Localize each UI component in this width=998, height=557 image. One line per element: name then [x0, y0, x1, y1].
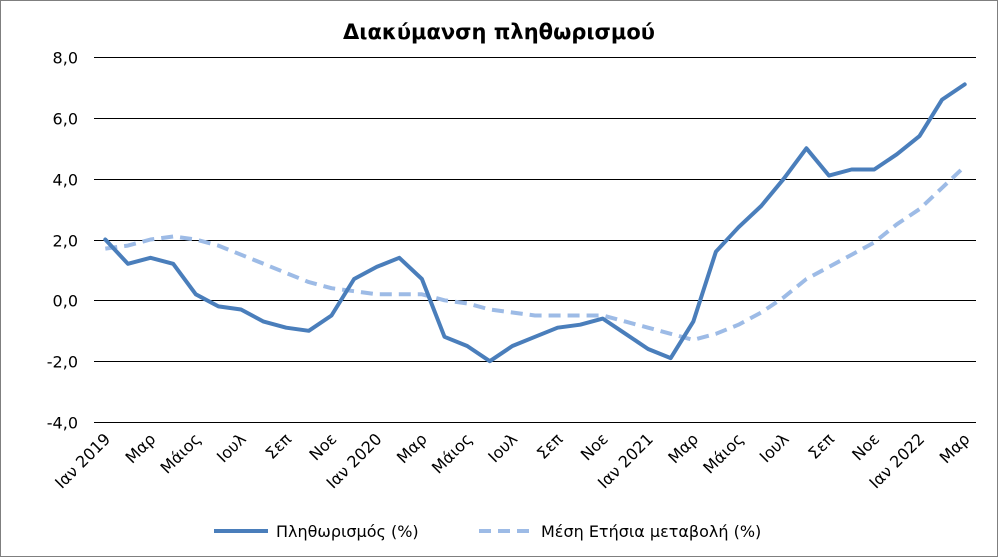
x-tick-label: Νοε [305, 429, 340, 464]
x-tick-label: Μαρ [936, 429, 974, 467]
x-tick-label: Μάιος [699, 429, 747, 477]
series-lines [103, 82, 967, 364]
y-axis-tick-labels: -4,0 -2,0 0,0 2,0 4,0 6,0 8,0 [47, 49, 78, 433]
x-tick-label: Σεπ [533, 429, 567, 463]
legend-label: Μέση Ετήσια μεταβολή (%) [541, 522, 761, 541]
x-tick-label: Ιουλ [484, 429, 521, 466]
x-tick-label: Σεπ [262, 429, 296, 463]
y-tick-label: 8,0 [53, 49, 78, 68]
inflation-series-line [103, 82, 967, 364]
y-tick-label: -4,0 [47, 414, 78, 433]
x-tick-label: Μαρ [122, 429, 160, 467]
x-tick-label: Ιουλ [213, 429, 250, 466]
legend-item-annual-average: Μέση Ετήσια μεταβολή (%) [479, 522, 761, 541]
x-tick-label: Μάιος [428, 429, 476, 477]
gridlines [94, 57, 976, 423]
y-tick-label: 0,0 [53, 292, 78, 311]
x-tick-label: Ιαν 2019 [51, 429, 114, 492]
x-tick-label: Νοε [848, 429, 883, 464]
x-tick-label: Σεπ [804, 429, 838, 463]
y-tick-label: 4,0 [53, 171, 78, 190]
legend: Πληθωρισμός (%) Μέση Ετήσια μεταβολή (%) [214, 522, 761, 541]
legend-item-inflation: Πληθωρισμός (%) [214, 522, 419, 541]
x-tick-label: Μαρ [393, 429, 431, 467]
y-tick-label: 2,0 [53, 232, 78, 251]
x-tick-label: Ιουλ [756, 429, 793, 466]
x-tick-label: Μάιος [157, 429, 205, 477]
x-tick-label: Μαρ [664, 429, 702, 467]
x-tick-label: Νοε [577, 429, 612, 464]
y-tick-label: -2,0 [47, 353, 78, 372]
y-tick-label: 6,0 [53, 110, 78, 129]
legend-label: Πληθωρισμός (%) [276, 522, 419, 541]
chart-title: Διακύμανση πληθωρισμού [343, 20, 655, 44]
annual-average-series-line [105, 165, 967, 342]
